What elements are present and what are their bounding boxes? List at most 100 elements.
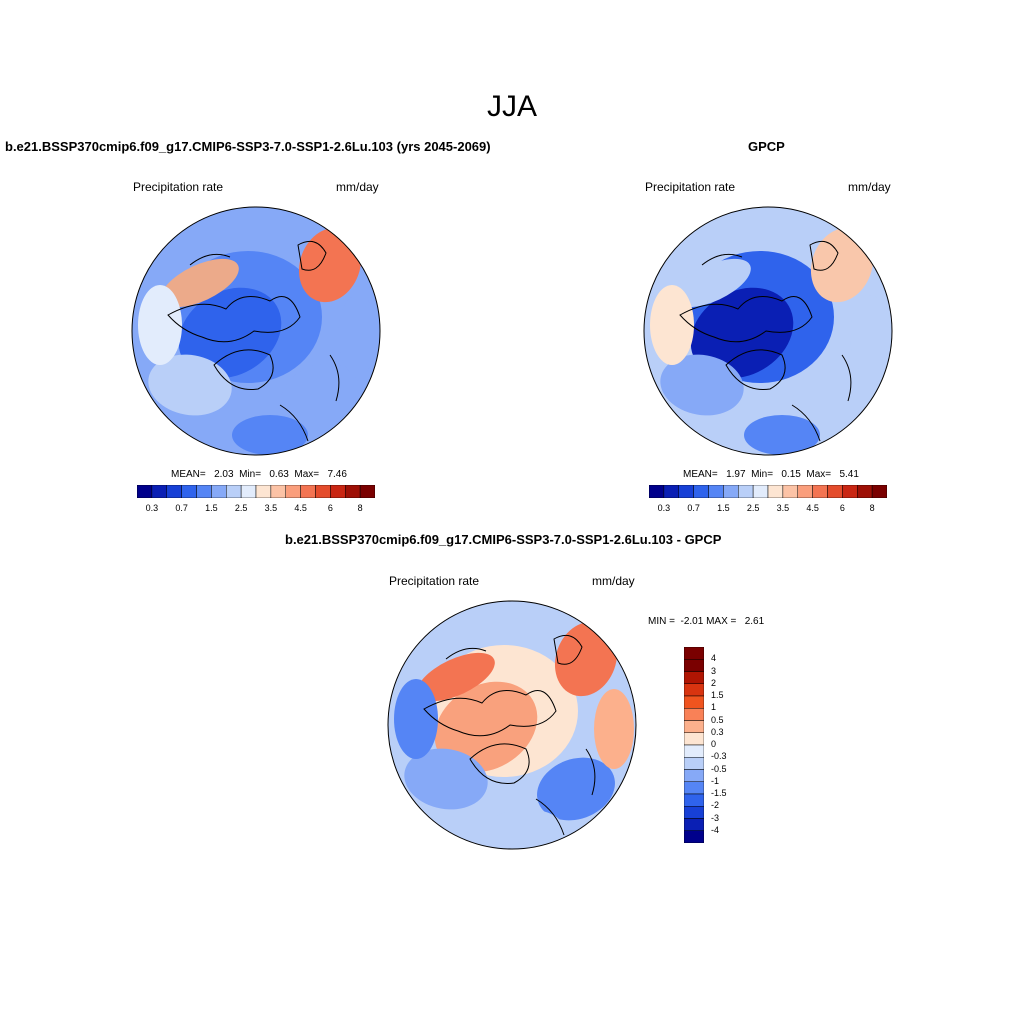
map-field-region [793,363,871,427]
panel-1-colorbar-swatch [196,485,212,498]
map-field-region [690,287,794,379]
panel-3-colorbar-swatch [684,818,704,831]
map-field-region [594,689,634,769]
panel-2-colorbar-swatch [752,485,769,498]
map-coastline [725,349,786,390]
panel-3-colorbar-swatch [684,769,704,782]
panel-3-colorbar-swatch [684,806,704,819]
panel-1-colorbar-swatch [137,485,153,498]
map-coastline [297,240,327,271]
map-field-region [660,354,744,416]
panel-3-colorbar [684,647,704,843]
panel-2-colorbar-swatch [693,485,709,498]
map-field-region [281,363,359,427]
figure-title: JJA [486,90,537,123]
panel-3-colorbar-tick-label: -2 [711,800,720,811]
panel-3-colorbar-swatch [684,647,704,660]
panel-3-colorbar-swatch [684,695,704,709]
panel-1-colorbar-swatch [211,485,227,498]
panel-2-colorbar-swatch [797,485,813,498]
panel-3-colorbar-tick-label: -0.5 [711,763,727,774]
map-outline [387,600,637,850]
panel-1-stats: MEAN= 2.03 Min= 0.63 Max= 7.46 [171,469,347,480]
panel-3-colorbar-swatch [684,744,704,758]
map-field-region [850,295,890,375]
panel-1-colorbar-tick-label: 0.7 [175,503,188,513]
panel-2-colorbar-swatch [678,485,694,498]
panel-1-colorbar-swatch [255,485,272,498]
panel-2-colorbar-tick-label: 3.5 [776,503,790,513]
panel-2-colorbar-swatch [812,485,828,498]
map-field-region [488,809,564,849]
map-coastline [553,634,583,665]
panel-3-colorbar-tick-label: -3 [711,812,720,823]
map-field-region [178,287,282,379]
panel-1-colorbar [137,485,375,498]
panel-1-colorbar-swatch [285,485,301,498]
panel-3-colorbar-swatch [684,659,704,672]
panel-3-colorbar-tick-label: 3 [711,665,717,676]
panel-3-colorbar-swatch [684,683,704,697]
panel-1-colorbar-swatch [151,485,167,498]
panel-1-colorbar-tick-label: 0.3 [145,503,159,513]
map-coastline [167,296,301,343]
panel-2-colorbar-swatch [663,485,679,498]
panel-2-colorbar-swatch [708,485,724,498]
panel-1-colorbar-swatch [300,485,316,498]
panel-1-colorbar-tick-label: 8 [357,503,363,513]
panel-3-colorbar-swatch [684,830,704,843]
panel-1-colorbar-swatch [359,485,375,498]
map-field-region [650,285,694,365]
map-coastline [213,349,274,390]
map-field-region [338,295,378,375]
panel-3-colorbar-swatch [684,720,704,733]
panel-2-colorbar-swatch [649,485,665,498]
panel-2-colorbar-swatch [767,485,784,498]
map-field-region [148,354,232,416]
panel-3-stats: MIN = -2.01 MAX = 2.61 [648,616,765,627]
panel-1-colorbar-swatch [330,485,346,498]
panel-1-colorbar-swatch [166,485,182,498]
panel-2-units-label: mm/day [848,180,891,194]
panel-1-colorbar-ticks: 0.3 0.7 1.5 2.5 3.5 4.5 6 8 [137,503,375,515]
panel-2-colorbar-tick-label: 4.5 [806,503,819,513]
panel-1-colorbar-swatch [345,485,361,498]
map-outline [131,206,381,456]
map-coastline [791,404,821,442]
map-field-region [554,621,618,697]
panel-2-colorbar-swatch [738,485,754,498]
panel-3-colorbar-swatch [684,708,704,721]
panel-3-colorbar-swatch [684,732,704,746]
panel-2-colorbar-tick-label: 6 [839,503,845,513]
panel-2-colorbar-swatch [782,485,798,498]
panel-2-colorbar-swatch [723,485,739,498]
panel-3-colorbar-tick-label: 0 [711,739,717,749]
panel-3-units-label: mm/day [592,574,635,588]
panel-1-colorbar-tick-label: 2.5 [234,503,248,513]
panel-2-colorbar-swatch [842,485,858,498]
panel-3-colorbar-swatch [684,671,704,684]
map-field-region [673,258,751,308]
map-coastline [701,253,743,266]
map-coastline [679,296,813,343]
map-field-region [161,258,239,308]
map-coastline [535,798,565,836]
panel-3-colorbar-swatch [684,793,704,807]
map-field-region [537,757,615,821]
panel-3-colorbar-tick-label: -4 [711,824,720,835]
panel-1-polar-map [131,206,381,456]
map-coastline [423,690,557,737]
panel-3-variable-label: Precipitation rate [389,574,480,588]
panel-3-colorbar-tick-label: 1 [711,702,717,713]
map-field-region [417,652,495,702]
map-coastline [841,354,852,402]
panel-1-colorbar-swatch [181,485,197,498]
panel-3-colorbar-tick-label: 0.3 [711,726,724,737]
panel-3-colorbar-tick-label: 2 [711,677,717,688]
panel-2-polar-map [643,206,893,456]
panel-3-colorbar-tick-label: 4 [711,653,717,664]
map-coastline [329,354,340,402]
panel-3-colorbar-tick-label: 1.5 [711,690,724,700]
map-field-region [810,227,874,303]
panel-2-colorbar-swatch [857,485,873,498]
